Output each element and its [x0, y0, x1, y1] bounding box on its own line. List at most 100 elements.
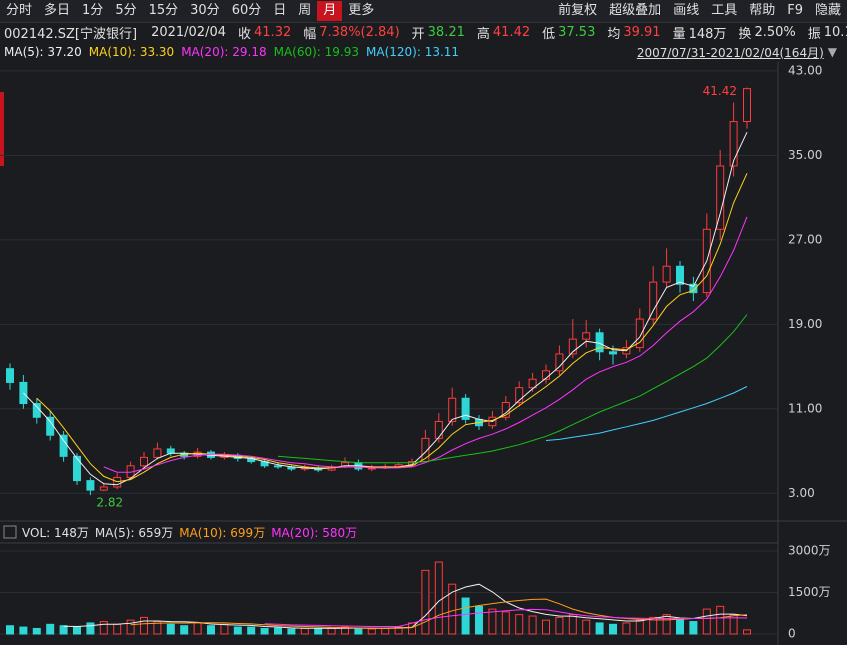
volume-bar: [274, 627, 282, 635]
quote-item: 38.21: [427, 24, 465, 40]
ma-line: [545, 386, 748, 441]
candle-body: [582, 332, 591, 340]
candle-body: [86, 480, 95, 491]
tab[interactable]: 1分: [82, 3, 104, 18]
volume-bar: [434, 561, 443, 635]
volume-bar: [702, 608, 711, 635]
volume-bar: [568, 614, 577, 635]
volume-bar: [99, 621, 108, 635]
tab[interactable]: 5分: [115, 3, 137, 18]
volume-bar: [676, 618, 684, 635]
tabs: 分时 多日 1分 5分 15分 30分 60分日周月更多: [0, 1, 380, 21]
quote-item: 高: [476, 26, 490, 42]
y-tick-label: 3.00: [788, 486, 815, 500]
tab[interactable]: 月: [317, 1, 343, 21]
volume-bar: [153, 621, 162, 635]
ma-line: [277, 314, 748, 464]
ma-legend-item: MA(5): 37.20: [4, 45, 82, 59]
volume-bar: [582, 619, 591, 635]
tab[interactable]: 30分: [190, 3, 220, 18]
candle-body: [649, 281, 658, 320]
quote-item: 低: [542, 26, 556, 42]
vol-legend-item: MA(10): 699万: [179, 525, 266, 540]
ma-legend-item: MA(10): 33.30: [88, 45, 175, 59]
tab[interactable]: 分时: [6, 3, 33, 18]
volume-bar: [166, 623, 175, 635]
volume-bar: [247, 626, 256, 635]
background: [0, 62, 847, 645]
volume-bar: [609, 623, 617, 635]
quote-item: 002142.SZ[宁波银行]: [4, 26, 138, 42]
ma-legend-item: MA(120): 13.11: [366, 45, 460, 59]
quote-item: 148万: [688, 26, 727, 42]
tab[interactable]: 周: [298, 3, 312, 18]
tab[interactable]: 多日: [44, 3, 71, 18]
y-tick-label: 11.00: [788, 401, 822, 415]
quote-item: 7.38%(2.84): [319, 24, 400, 40]
y-tick-label: 35.00: [788, 148, 822, 162]
volume-bar: [555, 616, 564, 635]
candle-body: [99, 486, 108, 491]
volume-bar: [662, 614, 671, 635]
volume-bar: [475, 605, 483, 635]
candle-body: [166, 448, 175, 454]
volume-bar: [193, 622, 202, 635]
volume-bar: [260, 627, 269, 635]
volume-bar: [367, 628, 376, 635]
annotation: 2.82: [96, 496, 123, 510]
volume-bar: [6, 625, 14, 635]
vol-legend-item: MA(5): 659万: [94, 525, 174, 540]
ma-line: [130, 598, 748, 629]
quote-item: 量: [672, 26, 686, 42]
candle-body: [635, 318, 644, 349]
ma-items: MA(5): 37.20 MA(10): 33.30 MA(20): 29.18 MA…: [0, 45, 466, 59]
quote-item: 幅: [303, 26, 317, 42]
volume-bar: [461, 597, 470, 635]
volume-bar: [19, 626, 28, 635]
tab[interactable]: 日: [273, 3, 287, 18]
tab[interactable]: 更多: [348, 3, 375, 18]
tool[interactable]: 超级叠加: [609, 3, 662, 18]
volume-bar: [542, 619, 550, 635]
tool[interactable]: 画线: [673, 3, 700, 18]
candle-body: [59, 434, 68, 457]
tool[interactable]: 隐藏: [814, 3, 841, 18]
annotation: 41.42: [703, 84, 737, 98]
y-tick-label: 43.00: [788, 63, 822, 77]
tab[interactable]: 60分: [231, 3, 262, 18]
tool[interactable]: 工具: [711, 3, 738, 18]
vol-legend-item: MA(20): 580万: [271, 525, 358, 540]
tool[interactable]: 前复权: [558, 3, 598, 18]
tab[interactable]: 15分: [148, 3, 179, 18]
volume-bar: [354, 627, 363, 635]
volume-bar: [314, 628, 323, 635]
candle-body: [716, 165, 725, 230]
vol-legend-item: VOL: 148万: [22, 525, 89, 540]
candle-body: [153, 448, 162, 458]
candle-body: [448, 397, 457, 422]
vol-tick-label: 0: [788, 627, 796, 641]
candle-body: [434, 420, 443, 439]
candle-body: [689, 283, 698, 294]
volume-bar: [595, 622, 604, 635]
quote-item: 振: [807, 26, 821, 42]
volume-bar: [287, 628, 296, 635]
quote-row: 002142.SZ[宁波银行] 2021/02/04 收 41.32 幅 7.38%(2.…: [0, 22, 847, 42]
side-marker: [0, 92, 4, 166]
volume-bar: [207, 625, 215, 635]
volume-bar: [300, 627, 309, 635]
volume-bar: [394, 626, 403, 635]
candle-body: [274, 465, 282, 468]
volume-bar: [501, 611, 510, 635]
volume-bar: [73, 626, 81, 635]
volume-bar: [743, 629, 751, 635]
volume-bar: [515, 614, 524, 635]
tool[interactable]: F9: [787, 3, 803, 18]
tool[interactable]: 帮助: [749, 3, 776, 18]
volume-bar: [622, 622, 631, 635]
range-arrow: ▼: [827, 45, 837, 59]
quote-item: 2021/02/04: [151, 24, 226, 40]
quote-item: 2.50%: [754, 24, 796, 40]
volume-bar: [32, 627, 41, 635]
